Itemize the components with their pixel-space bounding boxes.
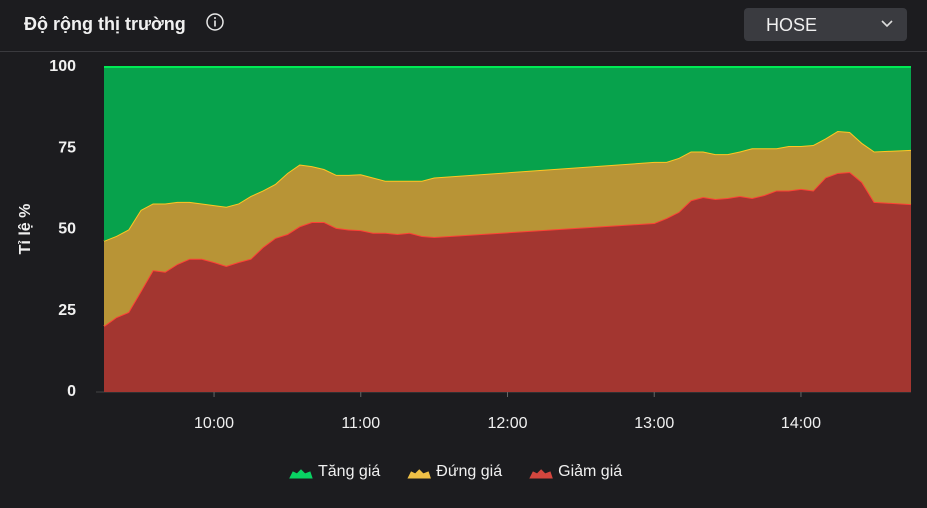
x-tick-label: 13:00	[634, 415, 674, 432]
chart: Tỉ lệ % 0 25 50 75 100 10:00 11:00 12:00 13:00 14…	[17, 58, 912, 480]
y-tick-label: 50	[58, 221, 76, 238]
dropdown-arrow	[881, 20, 893, 28]
y-tick-label: 25	[58, 302, 76, 319]
x-tick-label: 11:00	[341, 415, 380, 432]
legend-item[interactable]: Tăng giá	[289, 463, 380, 480]
header: Độ rộng thị trường HOSE	[0, 0, 927, 52]
info-icon[interactable]	[206, 13, 224, 31]
y-tick-label: 0	[67, 383, 76, 400]
legend: Tăng giá Đứng giá Giảm giá	[289, 463, 622, 480]
dropdown-value: HOSE	[766, 15, 818, 35]
legend-label: Đứng giá	[436, 463, 502, 480]
legend-item[interactable]: Giảm giá	[529, 463, 622, 480]
legend-icon	[529, 469, 553, 479]
exchange-dropdown[interactable]: HOSE	[744, 8, 907, 41]
legend-label: Tăng giá	[318, 463, 380, 480]
widget-title: Độ rộng thị trường	[24, 14, 186, 34]
legend-icon	[407, 469, 431, 479]
x-tick-label: 10:00	[194, 415, 234, 432]
y-axis-label: Tỉ lệ %	[17, 204, 34, 255]
x-tick-label: 12:00	[487, 415, 527, 432]
area	[104, 171, 911, 392]
y-tick-label: 75	[58, 139, 76, 156]
area	[104, 131, 911, 327]
legend-icon	[289, 469, 313, 479]
area	[104, 67, 911, 241]
x-tick-label: 14:00	[781, 415, 821, 432]
legend-label: Giảm giá	[558, 463, 622, 480]
legend-item[interactable]: Đứng giá	[407, 463, 502, 480]
y-tick-label: 100	[49, 58, 76, 75]
